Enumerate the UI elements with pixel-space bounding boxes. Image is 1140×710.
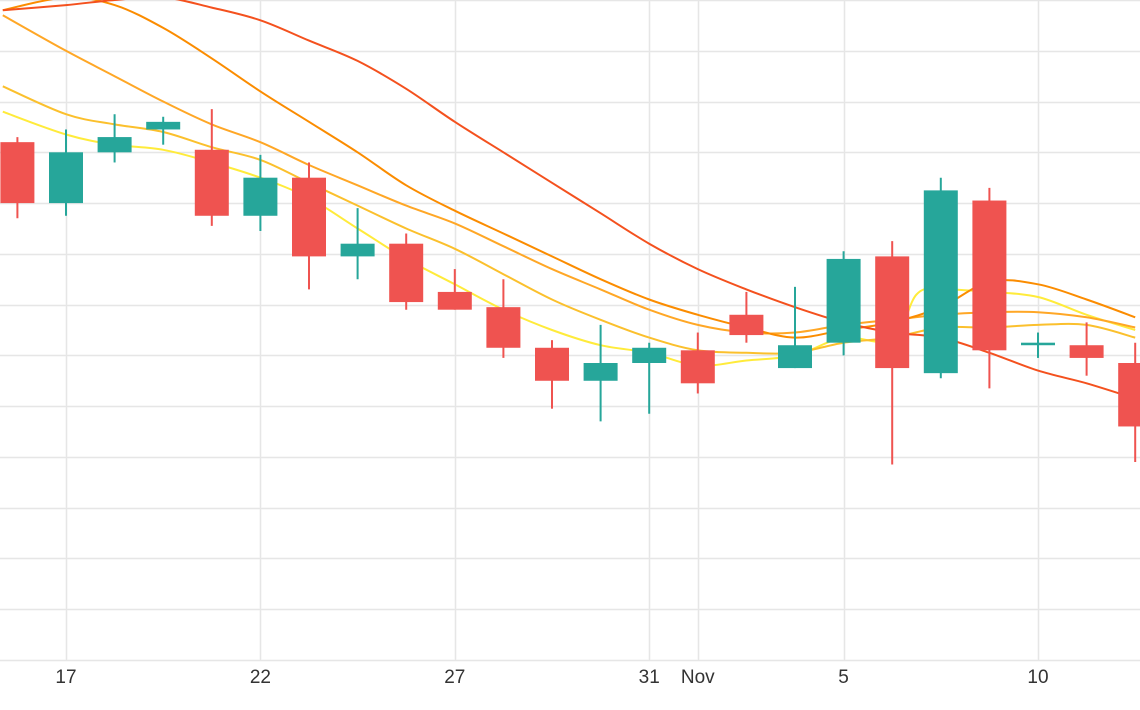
candle-down bbox=[680, 332, 715, 394]
ma-line-5 bbox=[2, 0, 1136, 400]
candle-body bbox=[486, 307, 521, 348]
x-tick-label: 31 bbox=[639, 667, 660, 688]
candle-body bbox=[972, 200, 1007, 351]
x-tick-label: 17 bbox=[55, 667, 76, 688]
candle-body bbox=[535, 347, 569, 381]
grid-layer bbox=[0, 0, 1140, 662]
x-tick-label: 5 bbox=[838, 667, 849, 688]
candle-body bbox=[632, 347, 667, 363]
candle-up bbox=[97, 114, 132, 163]
candle-down bbox=[292, 162, 326, 290]
candle-up bbox=[49, 129, 83, 216]
candle-up bbox=[340, 208, 375, 280]
candle-up bbox=[778, 286, 812, 369]
candle-down bbox=[389, 233, 424, 310]
candle-body bbox=[146, 121, 181, 130]
candle-body bbox=[729, 314, 764, 336]
candle-body bbox=[437, 291, 472, 310]
candle-up bbox=[923, 177, 958, 379]
candle-body bbox=[97, 137, 132, 153]
candle-down bbox=[0, 137, 35, 219]
candle-body bbox=[826, 258, 861, 343]
candle-down bbox=[194, 109, 229, 226]
candle-body bbox=[1118, 363, 1140, 427]
candle-body bbox=[49, 152, 83, 204]
candle-up bbox=[632, 342, 667, 414]
ma-line-3 bbox=[2, 14, 1136, 335]
candle-up bbox=[583, 324, 618, 422]
candle-up bbox=[826, 251, 861, 356]
candle-body bbox=[583, 363, 618, 381]
x-axis: 17 22 27 31 Nov 5 10 bbox=[55, 667, 1048, 688]
candle-down bbox=[437, 269, 472, 310]
candle-down bbox=[535, 340, 569, 409]
candle-body bbox=[389, 243, 424, 303]
candle-up bbox=[243, 154, 278, 231]
candle-down bbox=[729, 291, 764, 343]
candle-body bbox=[0, 142, 35, 204]
x-tick-label: 22 bbox=[250, 667, 271, 688]
candle-up bbox=[146, 116, 181, 145]
moving-average-layer bbox=[2, 0, 1136, 400]
candle-body bbox=[923, 190, 958, 374]
candle-body bbox=[243, 177, 278, 216]
x-tick-label: 10 bbox=[1027, 667, 1048, 688]
candle-body bbox=[1021, 342, 1055, 346]
candle-body bbox=[778, 345, 812, 369]
candle-layer bbox=[0, 109, 1140, 465]
candle-body bbox=[194, 149, 229, 216]
candle-body bbox=[680, 350, 715, 384]
candle-body bbox=[340, 243, 375, 257]
candle-body bbox=[1069, 345, 1104, 358]
candle-up bbox=[1021, 332, 1055, 358]
candle-down bbox=[875, 241, 910, 465]
x-tick-label: Nov bbox=[681, 667, 715, 688]
candle-down bbox=[1069, 322, 1104, 376]
candle-body bbox=[292, 177, 326, 257]
x-tick-label: 27 bbox=[444, 667, 465, 688]
candle-down bbox=[1118, 342, 1140, 462]
candle-body bbox=[875, 256, 910, 369]
candle-down bbox=[972, 187, 1007, 389]
ma-line-4 bbox=[2, 0, 1136, 339]
candle-down bbox=[486, 279, 521, 358]
